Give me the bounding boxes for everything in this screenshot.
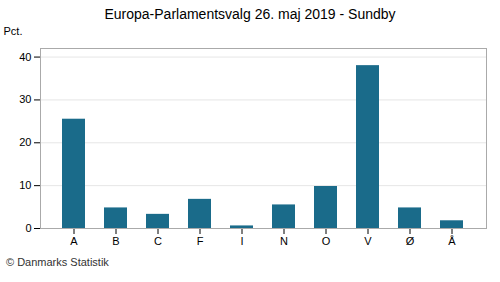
svg-text:20: 20 xyxy=(19,136,31,148)
svg-text:A: A xyxy=(70,235,78,247)
html-text:Europa-Parlamentsvalg 26. maj: Europa-Parlamentsvalg 26. maj 2019 - Sun… xyxy=(104,6,396,22)
svg-text:I: I xyxy=(240,235,243,247)
svg-text:B: B xyxy=(112,235,119,247)
svg-text:0: 0 xyxy=(25,222,31,234)
svg-text:N: N xyxy=(280,235,288,247)
svg-text:Pct.: Pct. xyxy=(4,25,23,37)
svg-text:30: 30 xyxy=(19,93,31,105)
svg-text:V: V xyxy=(364,235,372,247)
svg-text:C: C xyxy=(154,235,162,247)
svg-text:F: F xyxy=(197,235,204,247)
svg-text:Å: Å xyxy=(448,235,456,247)
svg-text:10: 10 xyxy=(19,179,31,191)
svg-text:40: 40 xyxy=(19,51,31,63)
html-text:© Danmarks Statistik: © Danmarks Statistik xyxy=(6,256,109,268)
svg-text:O: O xyxy=(322,235,331,247)
svg-text:Ø: Ø xyxy=(406,235,415,247)
